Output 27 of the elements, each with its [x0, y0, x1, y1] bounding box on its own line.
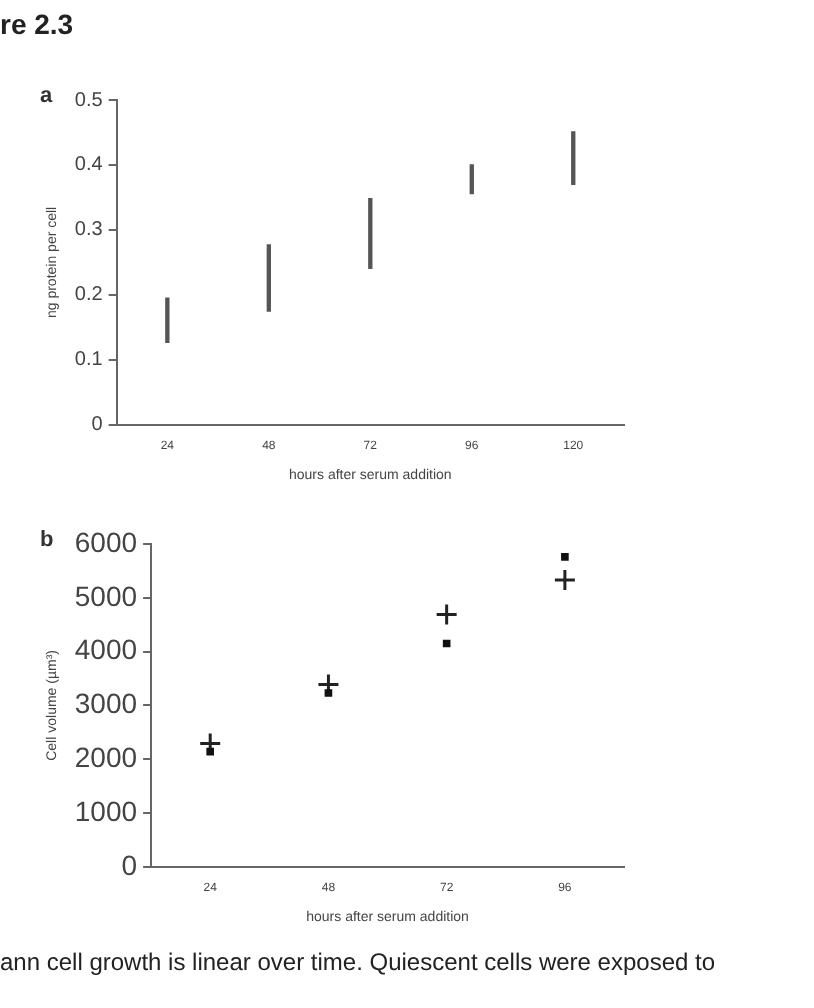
y-tick-label: 3000 [74, 687, 138, 720]
y-tick-label: 5000 [74, 579, 138, 612]
bar [368, 198, 373, 269]
point [206, 747, 215, 756]
chart-title: b [40, 528, 54, 552]
point [553, 568, 577, 592]
bar [266, 244, 271, 312]
point [561, 553, 569, 561]
y-tick-label: 0.4 [74, 154, 104, 177]
text: re 2.3 [0, 8, 74, 40]
y-tick-label: 6000 [74, 525, 138, 558]
point [435, 602, 459, 626]
chart-title: a [40, 84, 53, 108]
y-tick-label: 0.2 [74, 284, 104, 307]
point [324, 689, 333, 697]
bar [571, 131, 576, 186]
y-tick-label: 4000 [74, 633, 138, 666]
y-tick-label: 0.1 [74, 349, 104, 372]
y-tick-label: 0.3 [74, 219, 104, 242]
y-tick-label: 2000 [74, 740, 138, 773]
bar [469, 164, 474, 195]
text: ann cell growth is linear over time. Quiescent cells were exposed to [0, 948, 716, 976]
y-tick-label: 0 [121, 848, 138, 881]
y-tick-label: 0.5 [74, 89, 104, 112]
bar [165, 297, 170, 343]
y-tick-label: 1000 [74, 794, 138, 827]
y-tick-label: 0 [91, 414, 104, 437]
